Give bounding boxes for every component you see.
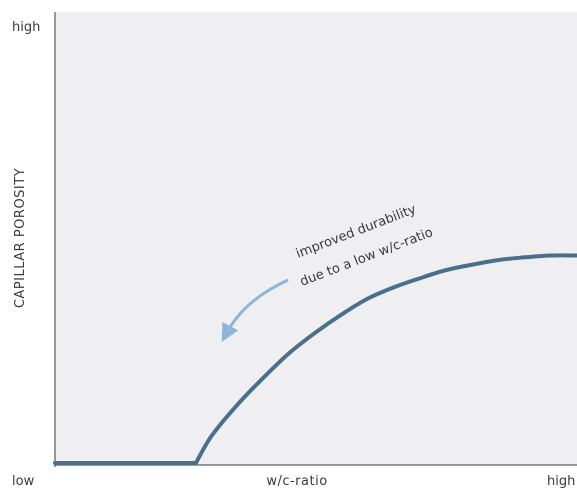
y-tick-label-low: low	[12, 474, 35, 488]
x-axis-title: w/c-ratio	[266, 474, 327, 488]
y-tick-label-high: high	[12, 20, 40, 35]
y-axis-title: CAPILLAR POROSITY	[13, 168, 28, 308]
annotation-arrow	[221, 278, 289, 342]
porosity-curve	[53, 253, 577, 465]
x-tick-label-high: high	[547, 474, 575, 488]
plot-area	[55, 12, 577, 465]
